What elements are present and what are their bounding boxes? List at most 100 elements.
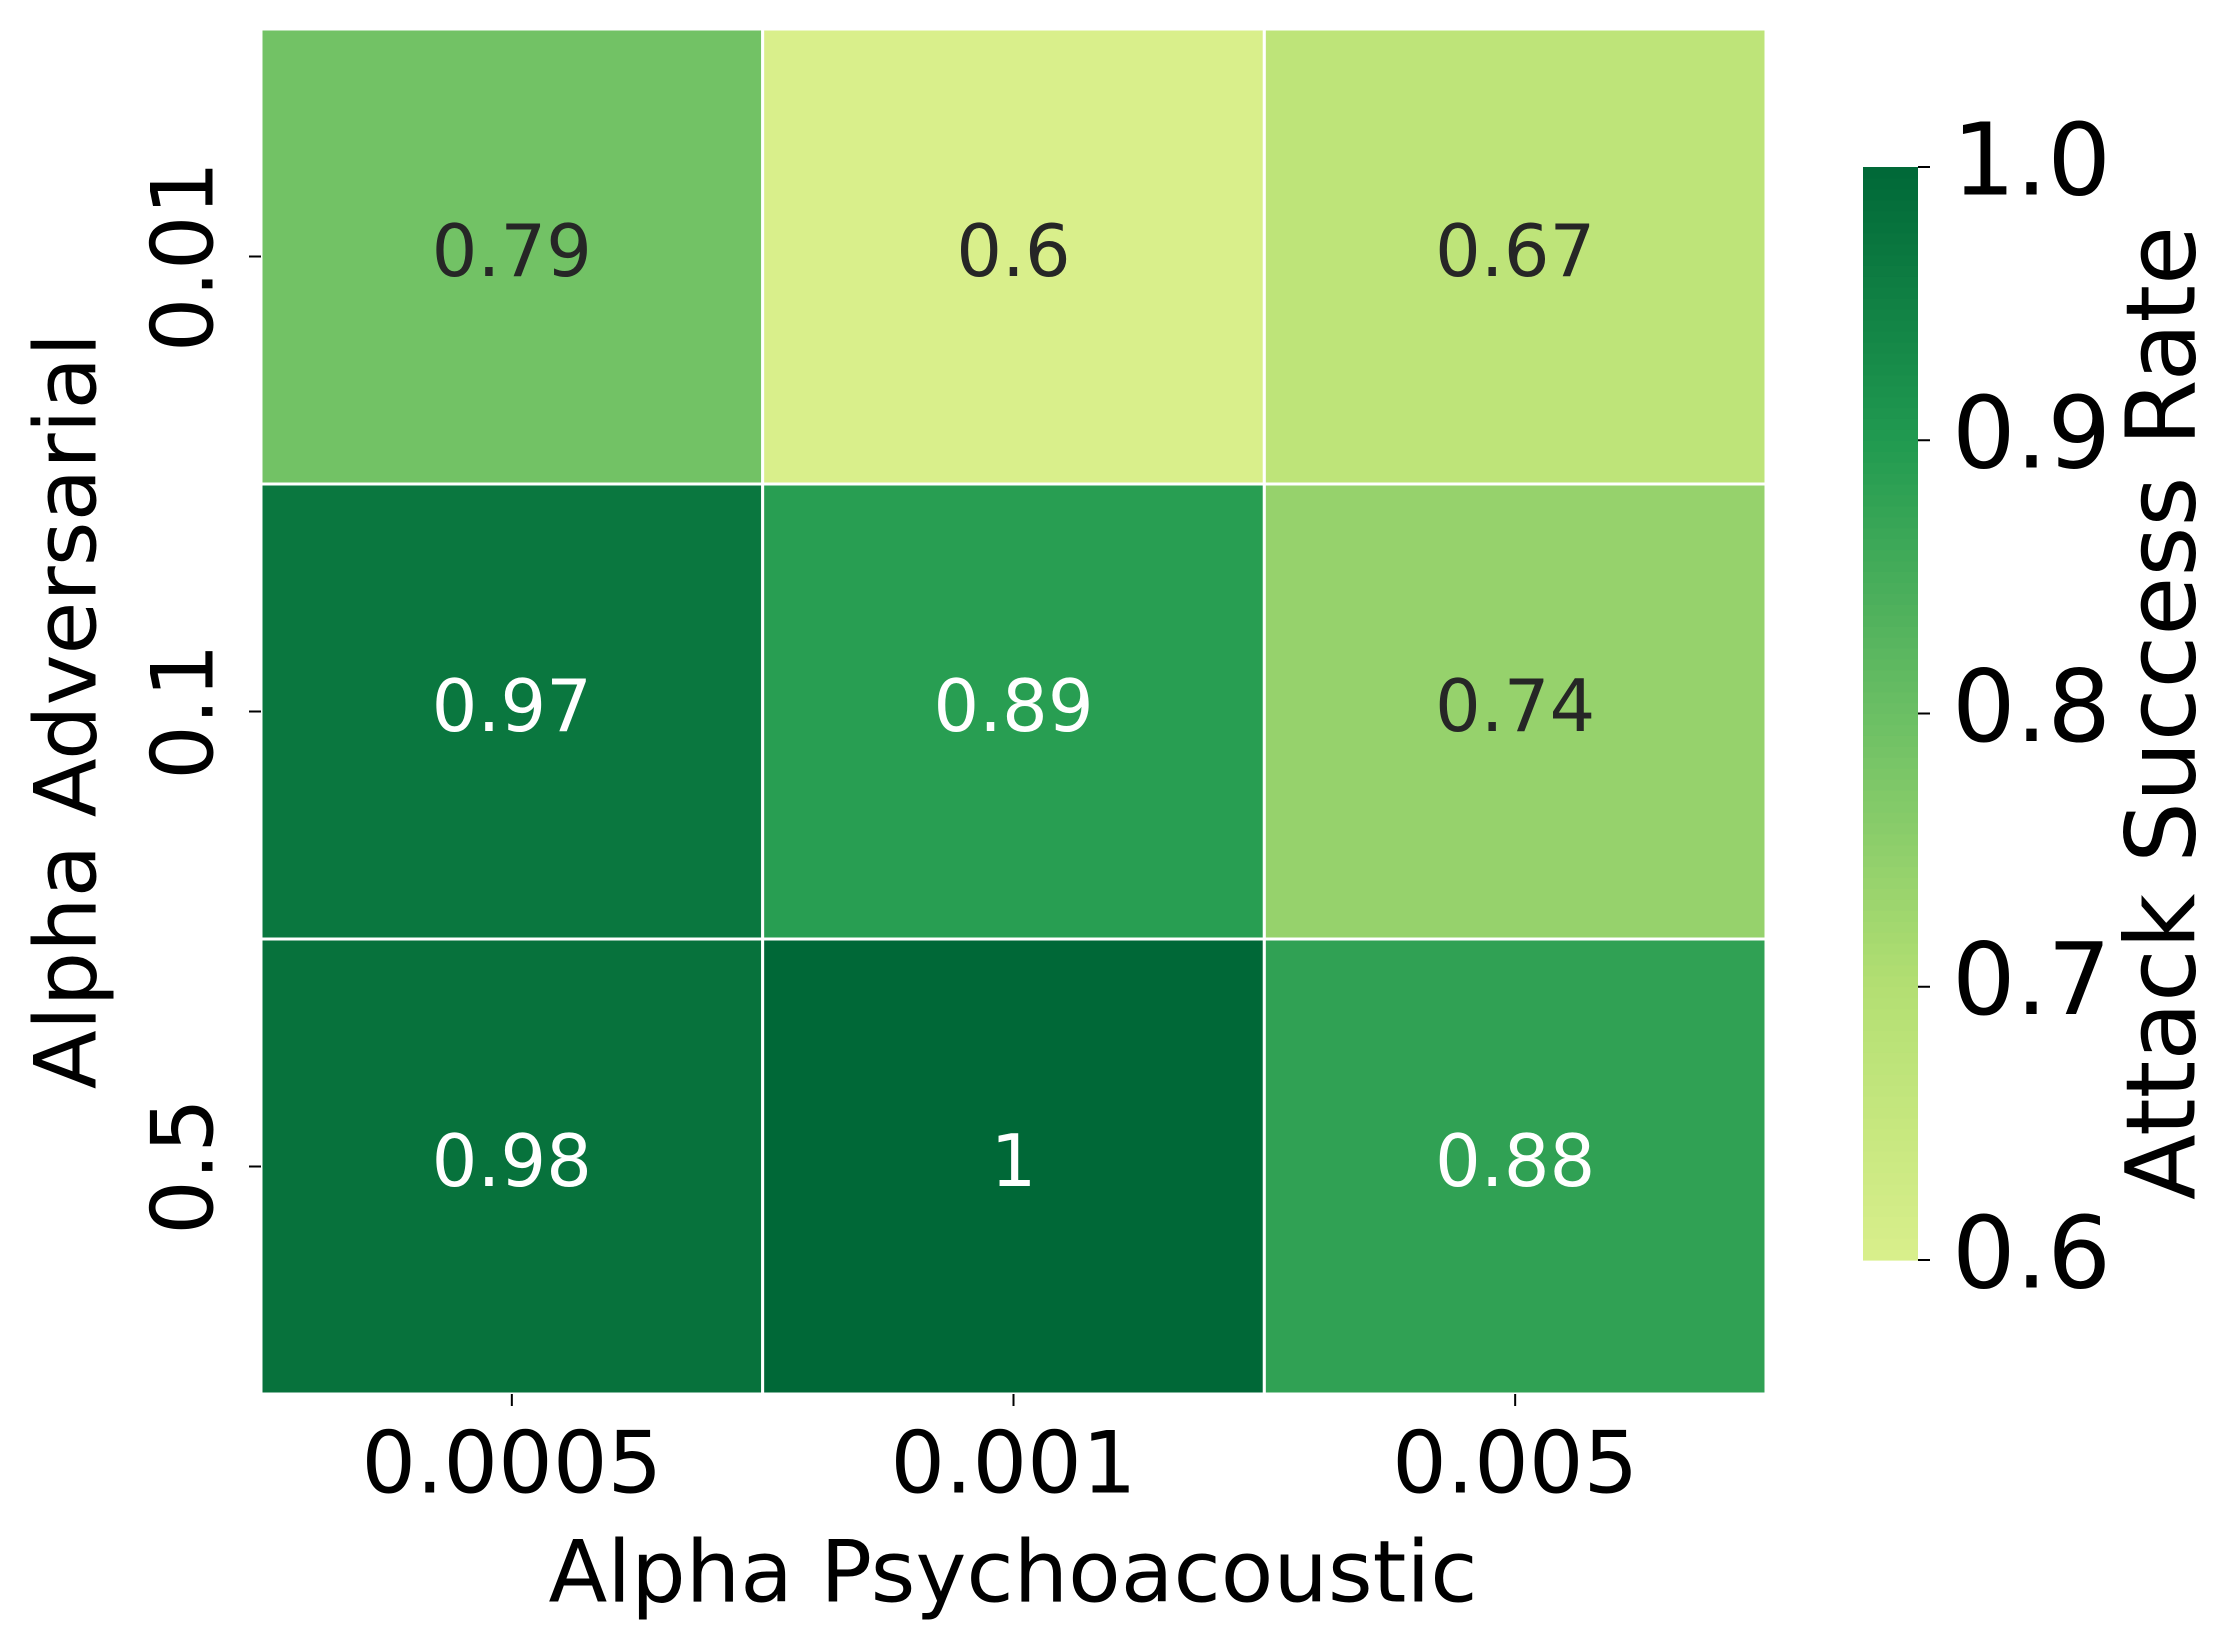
colorbar-segment [1863,363,1918,376]
colorbar-segment [1863,221,1918,234]
colorbar-segment [1863,440,1918,452]
colorbar-tick-label: 0.8 [1952,648,2111,765]
colorbar-segment [1863,1008,1918,1021]
colorbar-segment [1863,1161,1918,1174]
x-tick-label: 0.005 [1392,1413,1638,1513]
colorbar-segment [1863,1238,1918,1250]
colorbar-segment [1863,877,1918,889]
colorbar-segment [1863,855,1918,868]
colorbar-tick-label: 0.7 [1952,921,2111,1038]
x-tick-label: 0.001 [890,1413,1136,1513]
colorbar-segment [1863,1194,1918,1206]
colorbar-segment [1863,560,1918,573]
colorbar-segment [1863,538,1918,551]
colorbar-segment [1863,964,1918,977]
colorbar-segment [1863,177,1918,190]
colorbar-label: Attack Success Rate [2105,226,2217,1200]
colorbar-segment [1863,1052,1918,1064]
colorbar-segment [1863,1030,1918,1042]
cell-annotation: 0.67 [1435,209,1595,293]
colorbar-segment [1863,1150,1918,1163]
colorbar-segment [1863,702,1918,715]
colorbar-segment [1863,1063,1918,1075]
x-axis-label: Alpha Psychoacoustic [548,1522,1477,1622]
colorbar-segment [1863,1074,1918,1086]
heatmap-cell [761,937,1266,1396]
colorbar-tick-label: 0.6 [1952,1194,2111,1311]
colorbar-segment [1863,407,1918,419]
colorbar-tick-label: 1.0 [1952,101,2111,218]
colorbar-segment [1863,790,1918,802]
colorbar-segment [1863,779,1918,791]
colorbar-segment [1863,1106,1918,1119]
colorbar-segment [1863,188,1918,201]
colorbar-segment [1863,986,1918,999]
colorbar-segment [1863,1172,1918,1185]
colorbar-segment [1863,287,1918,299]
colorbar-segment [1863,320,1918,332]
colorbar-segment [1863,1128,1918,1141]
cell-annotation: 0.97 [432,664,592,748]
y-axis-label: Alpha Adversarial [16,333,116,1089]
colorbar-segment [1863,746,1918,758]
colorbar-segment [1863,276,1918,288]
colorbar-segment [1863,921,1918,933]
colorbar-segment [1863,636,1918,649]
heatmap-cell [259,27,765,486]
colorbar-segment [1863,1205,1918,1217]
colorbar-segment [1863,385,1918,398]
colorbar-segment [1863,309,1918,321]
colorbar-segment [1863,932,1918,944]
colorbar-segment [1863,735,1918,747]
y-tick-label: 0.01 [133,161,233,352]
colorbar-segment [1863,768,1918,780]
colorbar-segment [1863,483,1918,496]
colorbar-segment [1863,713,1918,726]
colorbar-segment [1863,582,1918,594]
cell-annotation: 0.6 [956,209,1071,293]
colorbar-segment [1863,888,1918,900]
colorbar-segment [1863,811,1918,824]
colorbar-segment [1863,352,1918,365]
colorbar-segment [1863,647,1918,660]
cell-annotation: 0.89 [933,664,1093,748]
colorbar-segment [1863,658,1918,671]
colorbar-segment [1863,330,1918,343]
colorbar-segment [1863,516,1918,529]
colorbar-segment [1863,757,1918,769]
colorbar-segment [1863,1183,1918,1196]
colorbar-segment [1863,724,1918,736]
colorbar-segment [1863,1139,1918,1152]
colorbar-segment [1863,1041,1918,1053]
colorbar-segment [1863,604,1918,616]
colorbar-segment [1863,429,1918,441]
colorbar-segment [1863,680,1918,693]
colorbar-segment [1863,997,1918,1010]
colorbar-segment [1863,232,1918,245]
colorbar-segment [1863,505,1918,518]
colorbar-segment [1863,1249,1918,1261]
colorbar-segment [1863,593,1918,605]
colorbar-segment [1863,418,1918,430]
colorbar-segment [1863,833,1918,846]
colorbar-segment [1863,800,1918,813]
colorbar-segment [1863,298,1918,310]
colorbar-segment [1863,1096,1918,1108]
colorbar-segment [1863,669,1918,682]
colorbar-segment [1863,254,1918,266]
colorbar-segment [1863,199,1918,212]
cell-annotation: 0.74 [1435,664,1595,748]
cell-annotation: 0.88 [1435,1119,1595,1203]
colorbar-segment [1863,866,1918,879]
cell-annotation: 0.79 [432,209,592,293]
heatmap-cell [761,27,1266,486]
colorbar-segment [1863,473,1918,485]
colorbar-segment [1863,953,1918,966]
colorbar-segment [1863,1216,1918,1228]
y-tick-label: 0.5 [133,1098,233,1235]
colorbar-segment [1863,626,1918,638]
cell-annotation: 1 [991,1119,1037,1203]
colorbar-segment [1863,691,1918,704]
